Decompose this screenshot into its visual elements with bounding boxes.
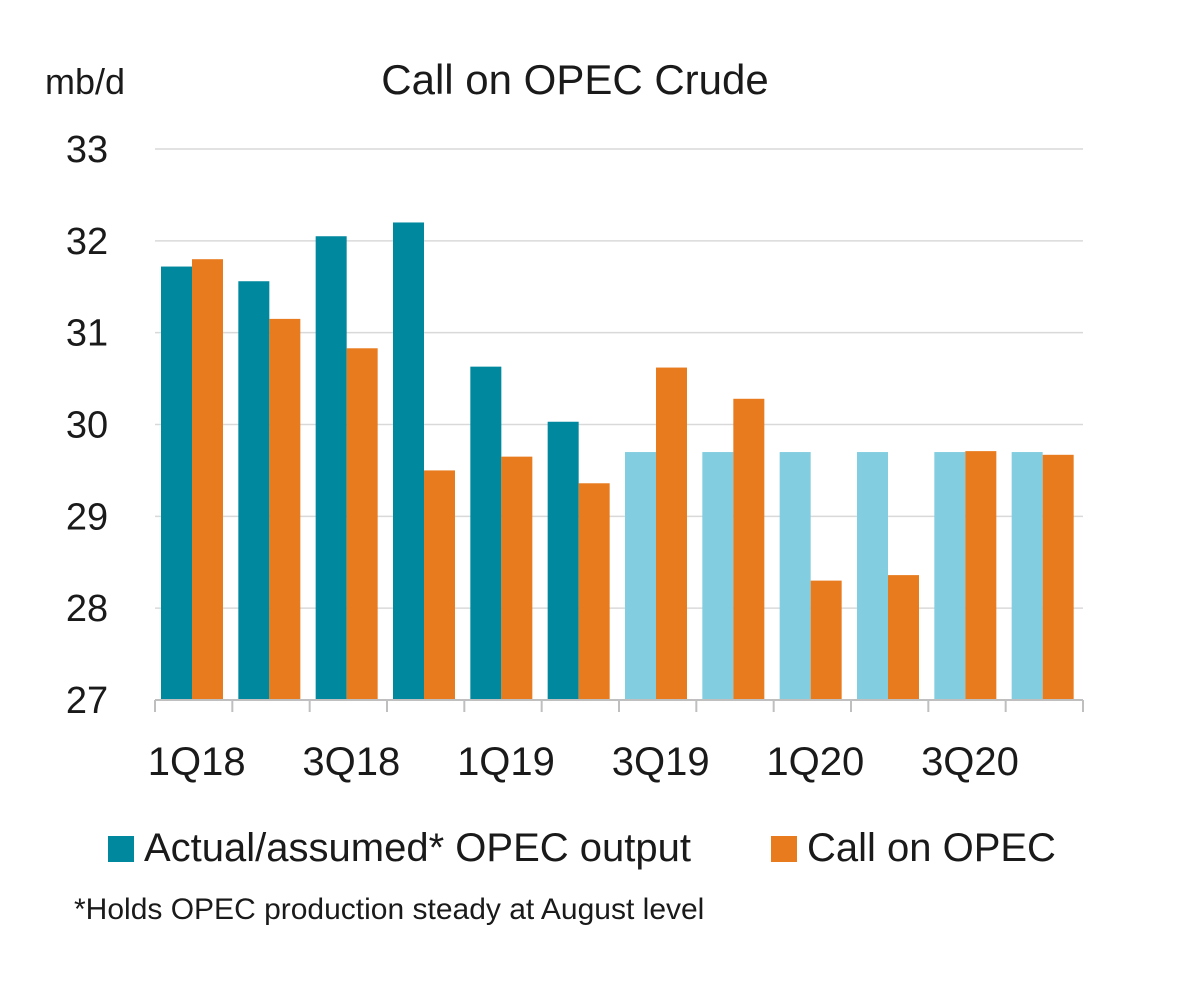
y-axis-unit-label: mb/d bbox=[45, 61, 125, 102]
bar-opec-output bbox=[934, 452, 966, 700]
x-tick-label: 3Q18 bbox=[302, 740, 400, 784]
bar-call-on-opec bbox=[733, 398, 765, 700]
y-tick-label: 27 bbox=[66, 680, 108, 722]
legend: Actual/assumed* OPEC output Call on OPEC bbox=[108, 826, 1056, 871]
bar-opec-output bbox=[238, 281, 270, 700]
legend-item-call-on-opec: Call on OPEC bbox=[770, 826, 1056, 871]
chart-title: Call on OPEC Crude bbox=[381, 56, 769, 103]
y-tick-label: 30 bbox=[66, 405, 108, 447]
y-tick-label: 33 bbox=[66, 129, 108, 171]
footnote: *Holds OPEC production steady at August … bbox=[74, 893, 705, 926]
bar-opec-output bbox=[857, 452, 888, 700]
bar-call-on-opec bbox=[192, 259, 223, 700]
bar-call-on-opec bbox=[1042, 454, 1074, 700]
legend-label-opec-output: Actual/assumed* OPEC output bbox=[144, 826, 691, 870]
bar-call-on-opec bbox=[578, 483, 610, 700]
bar-call-on-opec bbox=[501, 456, 533, 700]
bar-call-on-opec bbox=[965, 451, 997, 700]
legend-label-call-on-opec: Call on OPEC bbox=[806, 826, 1056, 870]
bar-call-on-opec bbox=[810, 580, 842, 700]
bar-opec-output bbox=[315, 236, 347, 700]
legend-swatch-call-on-opec bbox=[770, 835, 797, 862]
x-tick-label: 1Q18 bbox=[148, 740, 246, 784]
bar-opec-output bbox=[547, 421, 579, 700]
bar-opec-output bbox=[470, 366, 502, 700]
x-tick-label: 3Q19 bbox=[612, 740, 710, 784]
bar-opec-output bbox=[702, 452, 734, 700]
bar-opec-output bbox=[1011, 452, 1043, 700]
bar-call-on-opec bbox=[346, 348, 378, 700]
legend-swatch-opec-output bbox=[108, 835, 134, 862]
y-tick-label: 29 bbox=[66, 496, 108, 538]
bar-opec-output bbox=[779, 452, 811, 700]
bar-opec-output bbox=[625, 452, 656, 700]
y-tick-label: 28 bbox=[66, 588, 108, 630]
bar-opec-output bbox=[161, 266, 192, 700]
y-tick-label: 32 bbox=[66, 221, 108, 263]
y-tick-label: 31 bbox=[66, 313, 108, 355]
x-tick-label: 3Q20 bbox=[921, 740, 1019, 784]
x-tick-label: 1Q19 bbox=[457, 740, 555, 784]
bar-call-on-opec bbox=[656, 367, 687, 700]
x-tick-label: 1Q20 bbox=[766, 740, 864, 784]
bar-call-on-opec bbox=[888, 575, 919, 700]
bar-call-on-opec bbox=[424, 470, 455, 700]
bar-call-on-opec bbox=[269, 318, 301, 700]
legend-item-opec-output: Actual/assumed* OPEC output bbox=[108, 826, 691, 871]
bar-opec-output bbox=[393, 222, 424, 700]
